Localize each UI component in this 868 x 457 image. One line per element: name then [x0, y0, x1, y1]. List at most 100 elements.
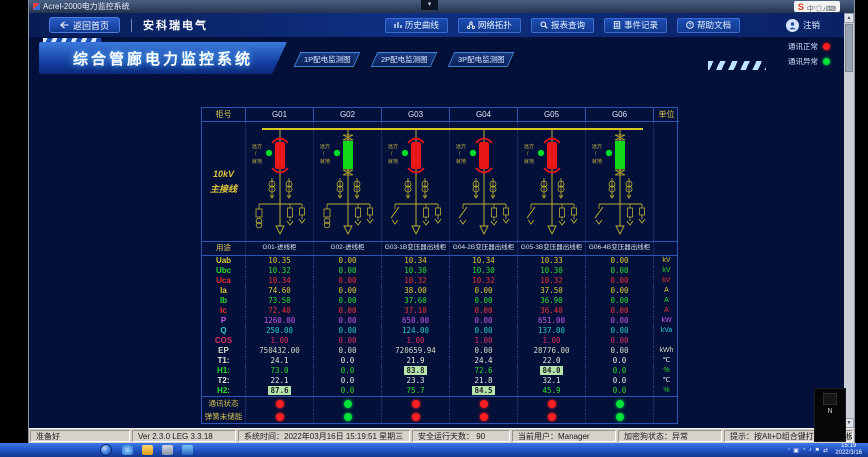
- legend-row: 通讯正常: [788, 41, 830, 52]
- measurement-row-Q: Q 250.00 0.00 124.00 0.00 137.00 0.00 kVa: [202, 326, 677, 336]
- ime-icon[interactable]: ’: [813, 5, 816, 13]
- home-button[interactable]: 返回首页: [49, 17, 121, 33]
- cabinet-header-G04: G04: [449, 108, 517, 122]
- one-line-diagram-svg: 远方/就地: [320, 128, 374, 236]
- statusbar-segment: 加密狗状态：异常: [618, 430, 722, 442]
- scroll-up-icon[interactable]: ▲: [844, 13, 854, 23]
- statusbar-segment: 系统时间：2022年03月16日 15:19:51 星期三: [238, 430, 410, 442]
- window-titlebar[interactable]: Acrel-2000电力监控系统 ▾ S 中’◎♪⌨: [29, 0, 854, 13]
- status-dot-cell: [585, 397, 653, 410]
- taskbar-clock[interactable]: 15:19 2022/3/16: [835, 443, 862, 457]
- ime-toolbar[interactable]: S 中’◎♪⌨: [793, 1, 840, 13]
- unit-header: 单位: [653, 108, 679, 122]
- status-dot: [411, 412, 420, 421]
- tab-2p-monitoring[interactable]: 2P配电监测图: [370, 52, 438, 67]
- back-arrow-icon: [60, 21, 69, 29]
- tab-3p-monitoring[interactable]: 3P配电监测图: [447, 52, 515, 67]
- tray-network-icon[interactable]: ▣: [793, 447, 799, 454]
- schematic-G04[interactable]: 远方 / 就地: [449, 122, 517, 241]
- tray-flag-icon[interactable]: ⚑: [814, 447, 820, 454]
- measurement-value: 650.00: [381, 316, 449, 326]
- nav-button-help-doc[interactable]: ? 帮助文档: [676, 17, 740, 33]
- floating-widget[interactable]: N: [814, 388, 846, 442]
- taskbar-app-icon[interactable]: [162, 445, 173, 455]
- measurement-value: 73.0: [245, 366, 313, 376]
- nav-button-network-topology[interactable]: 网络拓扑: [457, 17, 521, 33]
- status-dot: [343, 399, 352, 408]
- taskbar-folder-icon[interactable]: [142, 445, 153, 455]
- measurement-label: Ubc: [215, 266, 232, 275]
- cabinet-header-G06: G06: [585, 108, 653, 122]
- sogou-logo-icon[interactable]: S: [797, 1, 804, 12]
- schematic-G01[interactable]: 远方 / 就地: [245, 122, 313, 241]
- ime-icon[interactable]: ⌨: [825, 5, 836, 13]
- ime-icon[interactable]: ◎: [815, 5, 823, 13]
- vertical-scrollbar[interactable]: ▲ ▼: [844, 13, 854, 428]
- measurement-value: 10.34: [381, 256, 449, 266]
- measurement-unit: kVa: [653, 326, 679, 336]
- logout-button[interactable]: 注销: [802, 20, 820, 30]
- start-button[interactable]: [100, 444, 112, 456]
- scrollbar-thumb[interactable]: [845, 24, 853, 72]
- measurement-value: 0.00: [585, 346, 653, 356]
- measurement-label: Uab: [215, 256, 232, 265]
- measurement-row-COS: COS 1.00 0.00 1.00 1.00 1.00 0.00: [202, 336, 677, 346]
- status-row-label: 弹簧未储能: [204, 412, 243, 421]
- status-dot-unit-spacer: [653, 397, 679, 410]
- taskbar-app-icon[interactable]: [122, 445, 133, 455]
- measurement-value: 0.0: [585, 376, 653, 386]
- widget-icon[interactable]: [823, 393, 837, 405]
- measurement-row-P: P 1260.00 0.00 650.00 0.00 651.00 0.00 kW: [202, 316, 677, 326]
- svg-text:远方: 远方: [320, 143, 330, 150]
- measurement-value: 10.32: [381, 276, 449, 286]
- nav-button-history-curve[interactable]: 历史曲线: [384, 17, 448, 33]
- nav-button-report-query[interactable]: 报表查询: [530, 17, 594, 33]
- nav-button-event-record[interactable]: 事件记录: [603, 17, 667, 33]
- legend-dot: [823, 43, 830, 50]
- measurement-unit: [653, 336, 679, 346]
- schematic-G05[interactable]: 远方 / 就地: [517, 122, 585, 241]
- measurement-rows: Uab 10.35 0.00 10.34 10.34 10.33 0.00 kV Ubc 10.3…: [202, 256, 677, 396]
- measurement-unit: %: [653, 366, 679, 376]
- system-tray[interactable]: ▫ ▣ ◔ ♪ ⚑ ⇄: [788, 443, 828, 457]
- svg-text:远方: 远方: [456, 143, 466, 150]
- status-dot-cell: [313, 397, 381, 410]
- voltage-side-label: 10kV 主接线: [202, 122, 245, 241]
- measurement-value: 651.00: [517, 316, 585, 326]
- event-record-icon: [613, 21, 621, 29]
- one-line-diagram-svg: 远方/就地: [388, 128, 442, 236]
- schematic-G06[interactable]: 远方 / 就地: [585, 122, 653, 241]
- tray-update-icon[interactable]: ◔: [801, 447, 806, 453]
- tab-1p-monitoring[interactable]: 1P配电监测图: [293, 52, 361, 67]
- statusbar-segment: Ver 2.3.0 LEG 3.3.18: [132, 430, 236, 442]
- windows-taskbar[interactable]: ▫ ▣ ◔ ♪ ⚑ ⇄ 15:19 2022/3/16: [0, 443, 868, 457]
- measurement-value: 36.90: [517, 296, 585, 306]
- ime-icons[interactable]: 中’◎♪⌨: [807, 0, 836, 16]
- schematic-G02[interactable]: 远方 / 就地: [313, 122, 381, 241]
- cabinet-header-G02: G02: [313, 108, 381, 122]
- app-icon: [33, 3, 40, 10]
- svg-text:就地: 就地: [456, 158, 466, 165]
- measurement-unit: ℃: [653, 376, 679, 386]
- status-dot-unit-spacer: [653, 410, 679, 423]
- svg-text:?: ?: [688, 23, 691, 29]
- ime-icon[interactable]: ♪: [822, 5, 826, 13]
- legend-label: 通讯正常: [788, 42, 818, 51]
- ime-icon[interactable]: 中: [806, 5, 814, 13]
- svg-text:远方: 远方: [592, 143, 602, 150]
- measurement-row-Ubc: Ubc 10.32 0.00 10.30 10.30 10.30 0.00 kV: [202, 266, 677, 276]
- page-title: 综合管廊电力监控系统: [72, 50, 253, 68]
- measurement-value: 10.34: [245, 276, 313, 286]
- tray-volume-icon[interactable]: ♪: [808, 447, 812, 453]
- measurement-value: 0.00: [585, 266, 653, 276]
- measurement-unit: kV: [653, 256, 679, 266]
- schematic-G03[interactable]: 远方 / 就地: [381, 122, 449, 241]
- monitoring-table: 柜号 G01 G02 G03 G04 G05 G06 单位 10kV 主接线 远方 / 就地 远方 / 就地…: [201, 107, 679, 397]
- taskbar-app-icon[interactable]: [182, 445, 193, 455]
- nav-button-label: 历史曲线: [404, 20, 439, 30]
- tray-usb-icon[interactable]: ⇄: [822, 447, 828, 454]
- measurement-label: EP: [218, 346, 229, 355]
- avatar[interactable]: [785, 18, 799, 32]
- titlebar-dropdown[interactable]: ▾: [421, 0, 438, 10]
- tray-window-icon[interactable]: ▫: [788, 447, 791, 453]
